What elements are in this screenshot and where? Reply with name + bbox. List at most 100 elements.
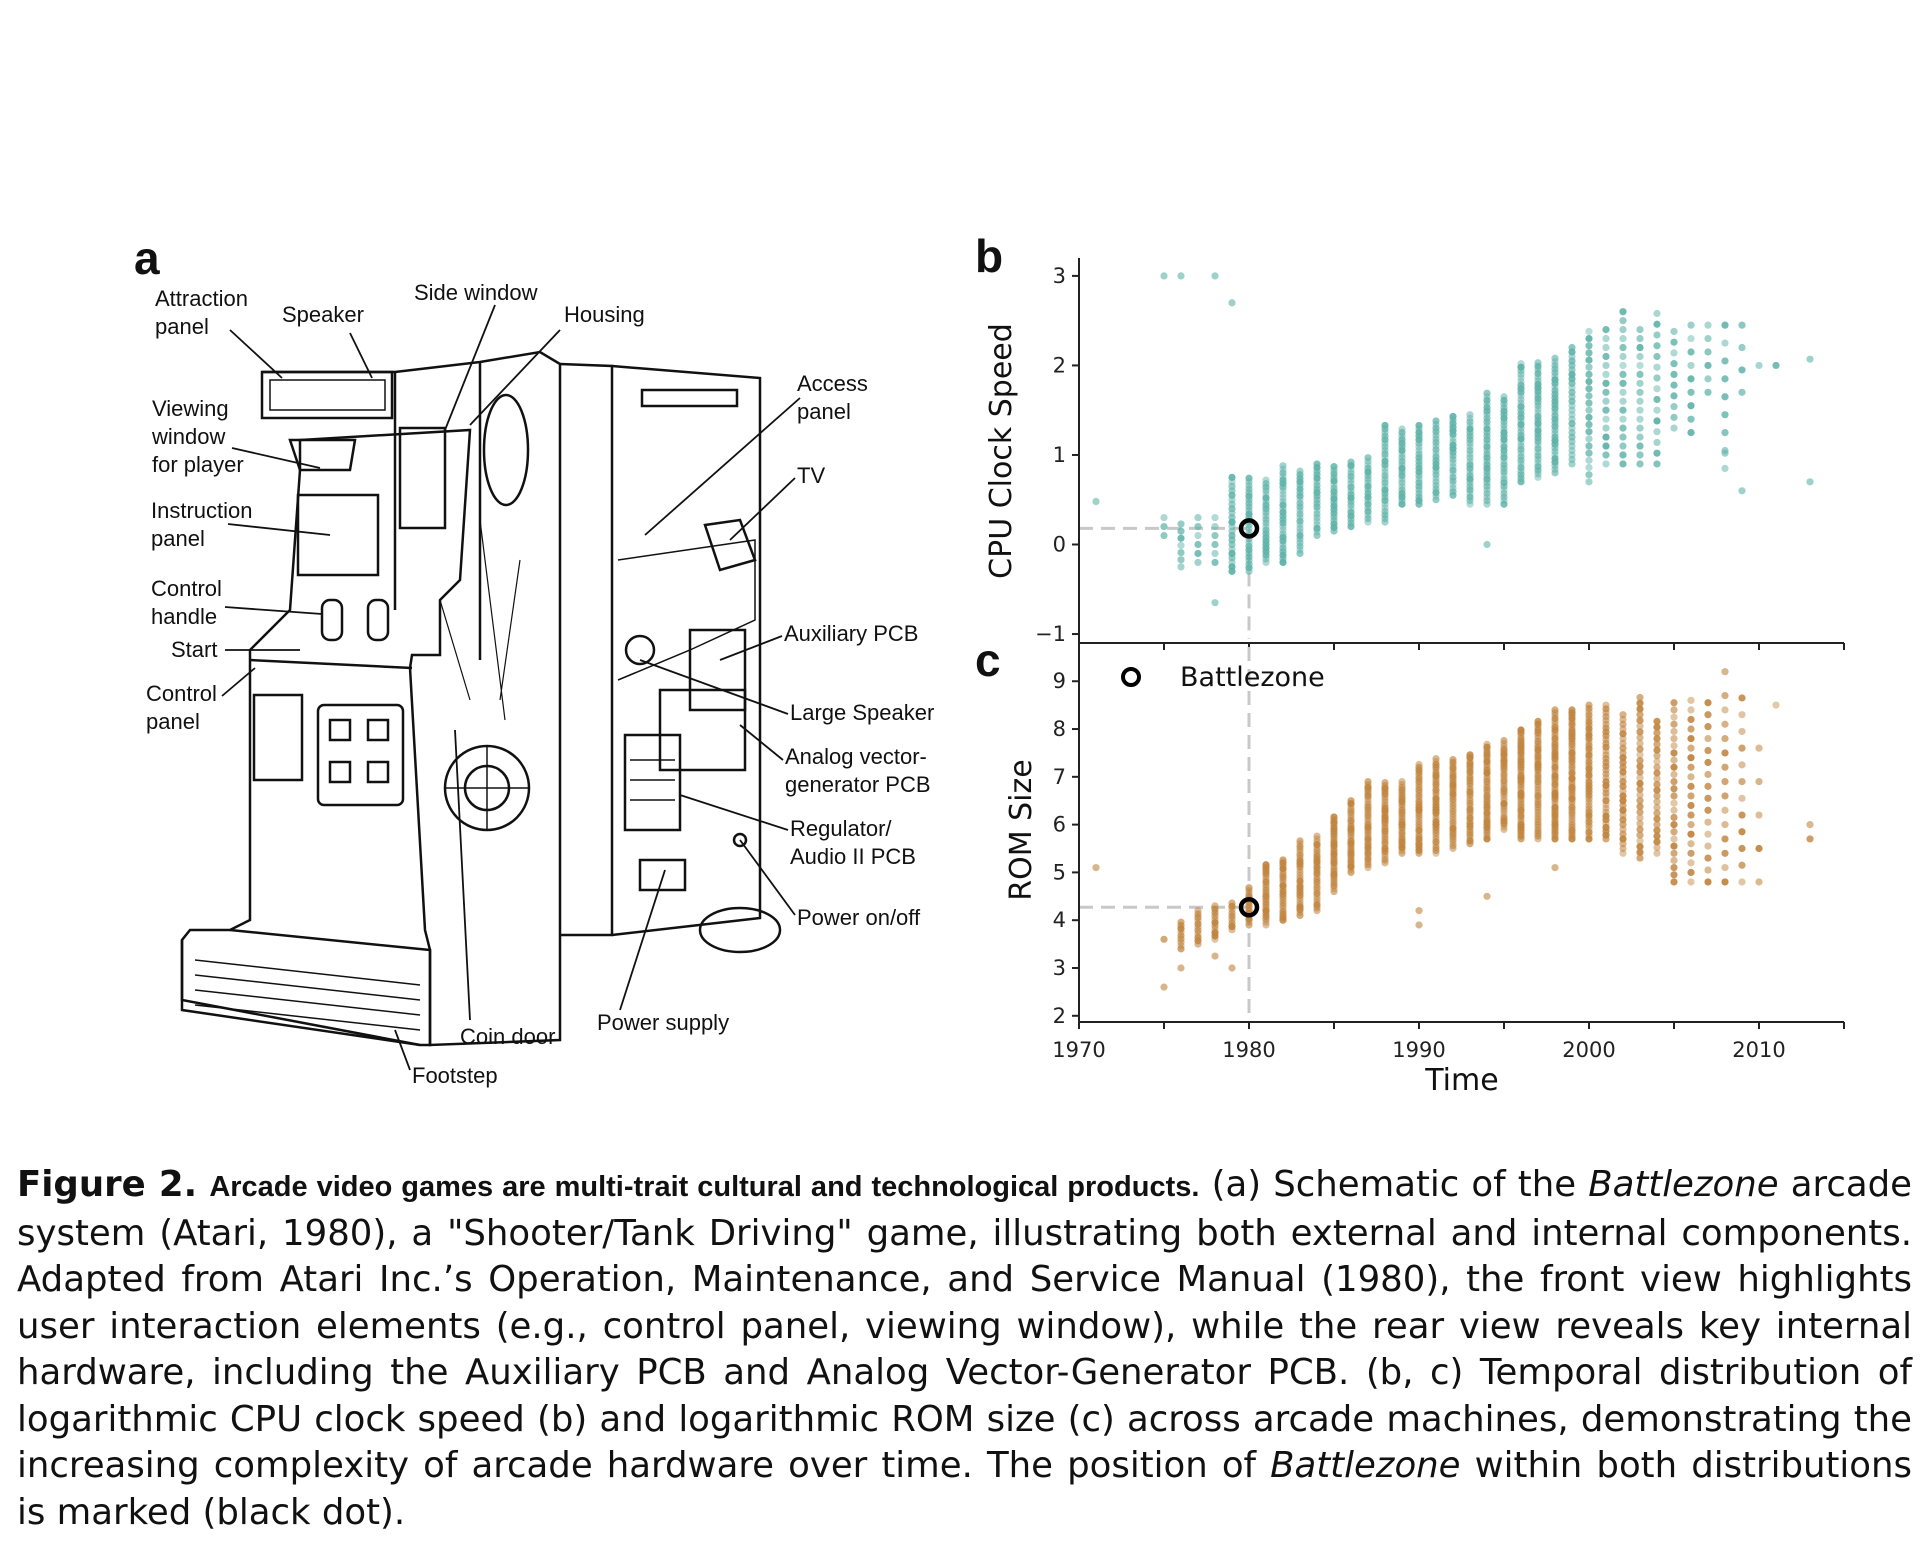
data-point	[1653, 763, 1661, 771]
data-point	[1619, 388, 1627, 396]
data-point	[1262, 480, 1270, 488]
data-point	[1636, 442, 1644, 450]
data-point-outlier	[1806, 478, 1814, 486]
data-point	[1398, 783, 1406, 791]
data-point	[1653, 809, 1661, 817]
data-point	[1585, 385, 1593, 393]
data-point	[1585, 377, 1593, 386]
data-point	[1449, 463, 1457, 471]
data-point	[1279, 494, 1287, 502]
data-point	[1670, 327, 1678, 336]
data-point	[1670, 392, 1678, 400]
data-point	[1398, 425, 1406, 433]
data-point	[1330, 887, 1338, 896]
data-point	[1211, 531, 1219, 540]
data-point	[1687, 725, 1695, 733]
data-point	[1177, 548, 1185, 557]
data-point	[1636, 699, 1644, 707]
data-point	[1653, 798, 1661, 806]
data-point	[1636, 693, 1644, 702]
label-instruction-panel-2: panel	[151, 526, 205, 551]
data-point	[1653, 309, 1661, 318]
data-point	[1602, 823, 1610, 832]
y-tick-label: 1	[1053, 443, 1066, 467]
label-auxiliary-pcb: Auxiliary PCB	[784, 621, 918, 646]
data-point	[1194, 549, 1202, 558]
data-point	[1670, 349, 1678, 357]
data-point	[1619, 433, 1627, 441]
data-point	[1296, 499, 1304, 507]
data-point	[1160, 531, 1168, 540]
data-point	[1687, 754, 1695, 762]
data-point	[1313, 510, 1321, 518]
data-point	[1432, 835, 1440, 843]
data-point	[1500, 797, 1508, 805]
data-point	[1296, 871, 1304, 879]
data-point	[1534, 789, 1542, 797]
data-point	[1534, 717, 1542, 725]
y-tick-label: 3	[1053, 264, 1066, 288]
label-regulator: Regulator/	[790, 816, 892, 841]
data-point-outlier	[1415, 907, 1423, 915]
data-point	[1364, 464, 1372, 473]
data-point	[1738, 811, 1746, 819]
data-point	[1755, 844, 1763, 853]
data-point	[1721, 720, 1729, 728]
data-point	[1619, 361, 1627, 370]
data-point	[1415, 798, 1423, 806]
data-point	[1313, 524, 1321, 532]
data-point	[1211, 558, 1219, 567]
data-point	[1449, 756, 1457, 764]
data-point	[1653, 757, 1661, 766]
data-point	[1568, 388, 1576, 396]
data-point	[1636, 768, 1644, 776]
data-point	[1279, 462, 1287, 470]
data-point	[1721, 357, 1729, 365]
data-point	[1585, 392, 1593, 400]
data-point	[1262, 861, 1270, 869]
data-point	[1687, 792, 1695, 800]
x-tick-label: 1990	[1392, 1038, 1445, 1062]
y-tick-label: 5	[1053, 860, 1066, 884]
data-point	[1772, 361, 1780, 370]
data-point	[1551, 786, 1559, 794]
data-point	[1500, 393, 1508, 401]
data-point	[1500, 814, 1508, 822]
data-point	[1177, 527, 1185, 535]
data-point	[1602, 415, 1610, 423]
data-point	[1636, 415, 1644, 423]
data-point	[1670, 338, 1678, 346]
x-axis-label: Time	[1424, 1063, 1498, 1098]
data-point	[1279, 882, 1287, 890]
data-point	[1602, 334, 1610, 343]
data-point	[1194, 531, 1202, 540]
data-point	[1619, 778, 1627, 786]
data-point	[1602, 397, 1610, 405]
data-point	[1585, 349, 1593, 357]
data-point	[1738, 727, 1746, 736]
data-point	[1653, 428, 1661, 436]
data-point	[1449, 824, 1457, 833]
data-point	[1636, 774, 1644, 782]
data-point	[1381, 856, 1389, 864]
data-point	[1636, 343, 1644, 352]
data-point	[1585, 456, 1593, 464]
data-point	[1466, 759, 1474, 768]
y-axis-label-b: CPU Clock Speed	[984, 323, 1019, 579]
caption-text-2: arcade system (Atari, 1980), a "Shooter/…	[17, 1164, 1912, 1486]
data-point	[1636, 842, 1644, 851]
data-point	[1585, 406, 1593, 414]
data-point	[1738, 878, 1746, 886]
data-point	[1313, 889, 1321, 898]
data-point	[1432, 795, 1440, 803]
legend-marker	[1121, 667, 1141, 687]
data-point	[1313, 832, 1321, 840]
data-point	[1313, 841, 1321, 849]
data-point	[1636, 334, 1644, 343]
data-point	[1704, 723, 1712, 731]
label-analog-vector-2: generator PCB	[785, 772, 931, 797]
data-point	[1551, 354, 1559, 362]
data-point	[1551, 723, 1559, 731]
data-point	[1466, 461, 1474, 469]
label-speaker: Speaker	[282, 302, 364, 327]
